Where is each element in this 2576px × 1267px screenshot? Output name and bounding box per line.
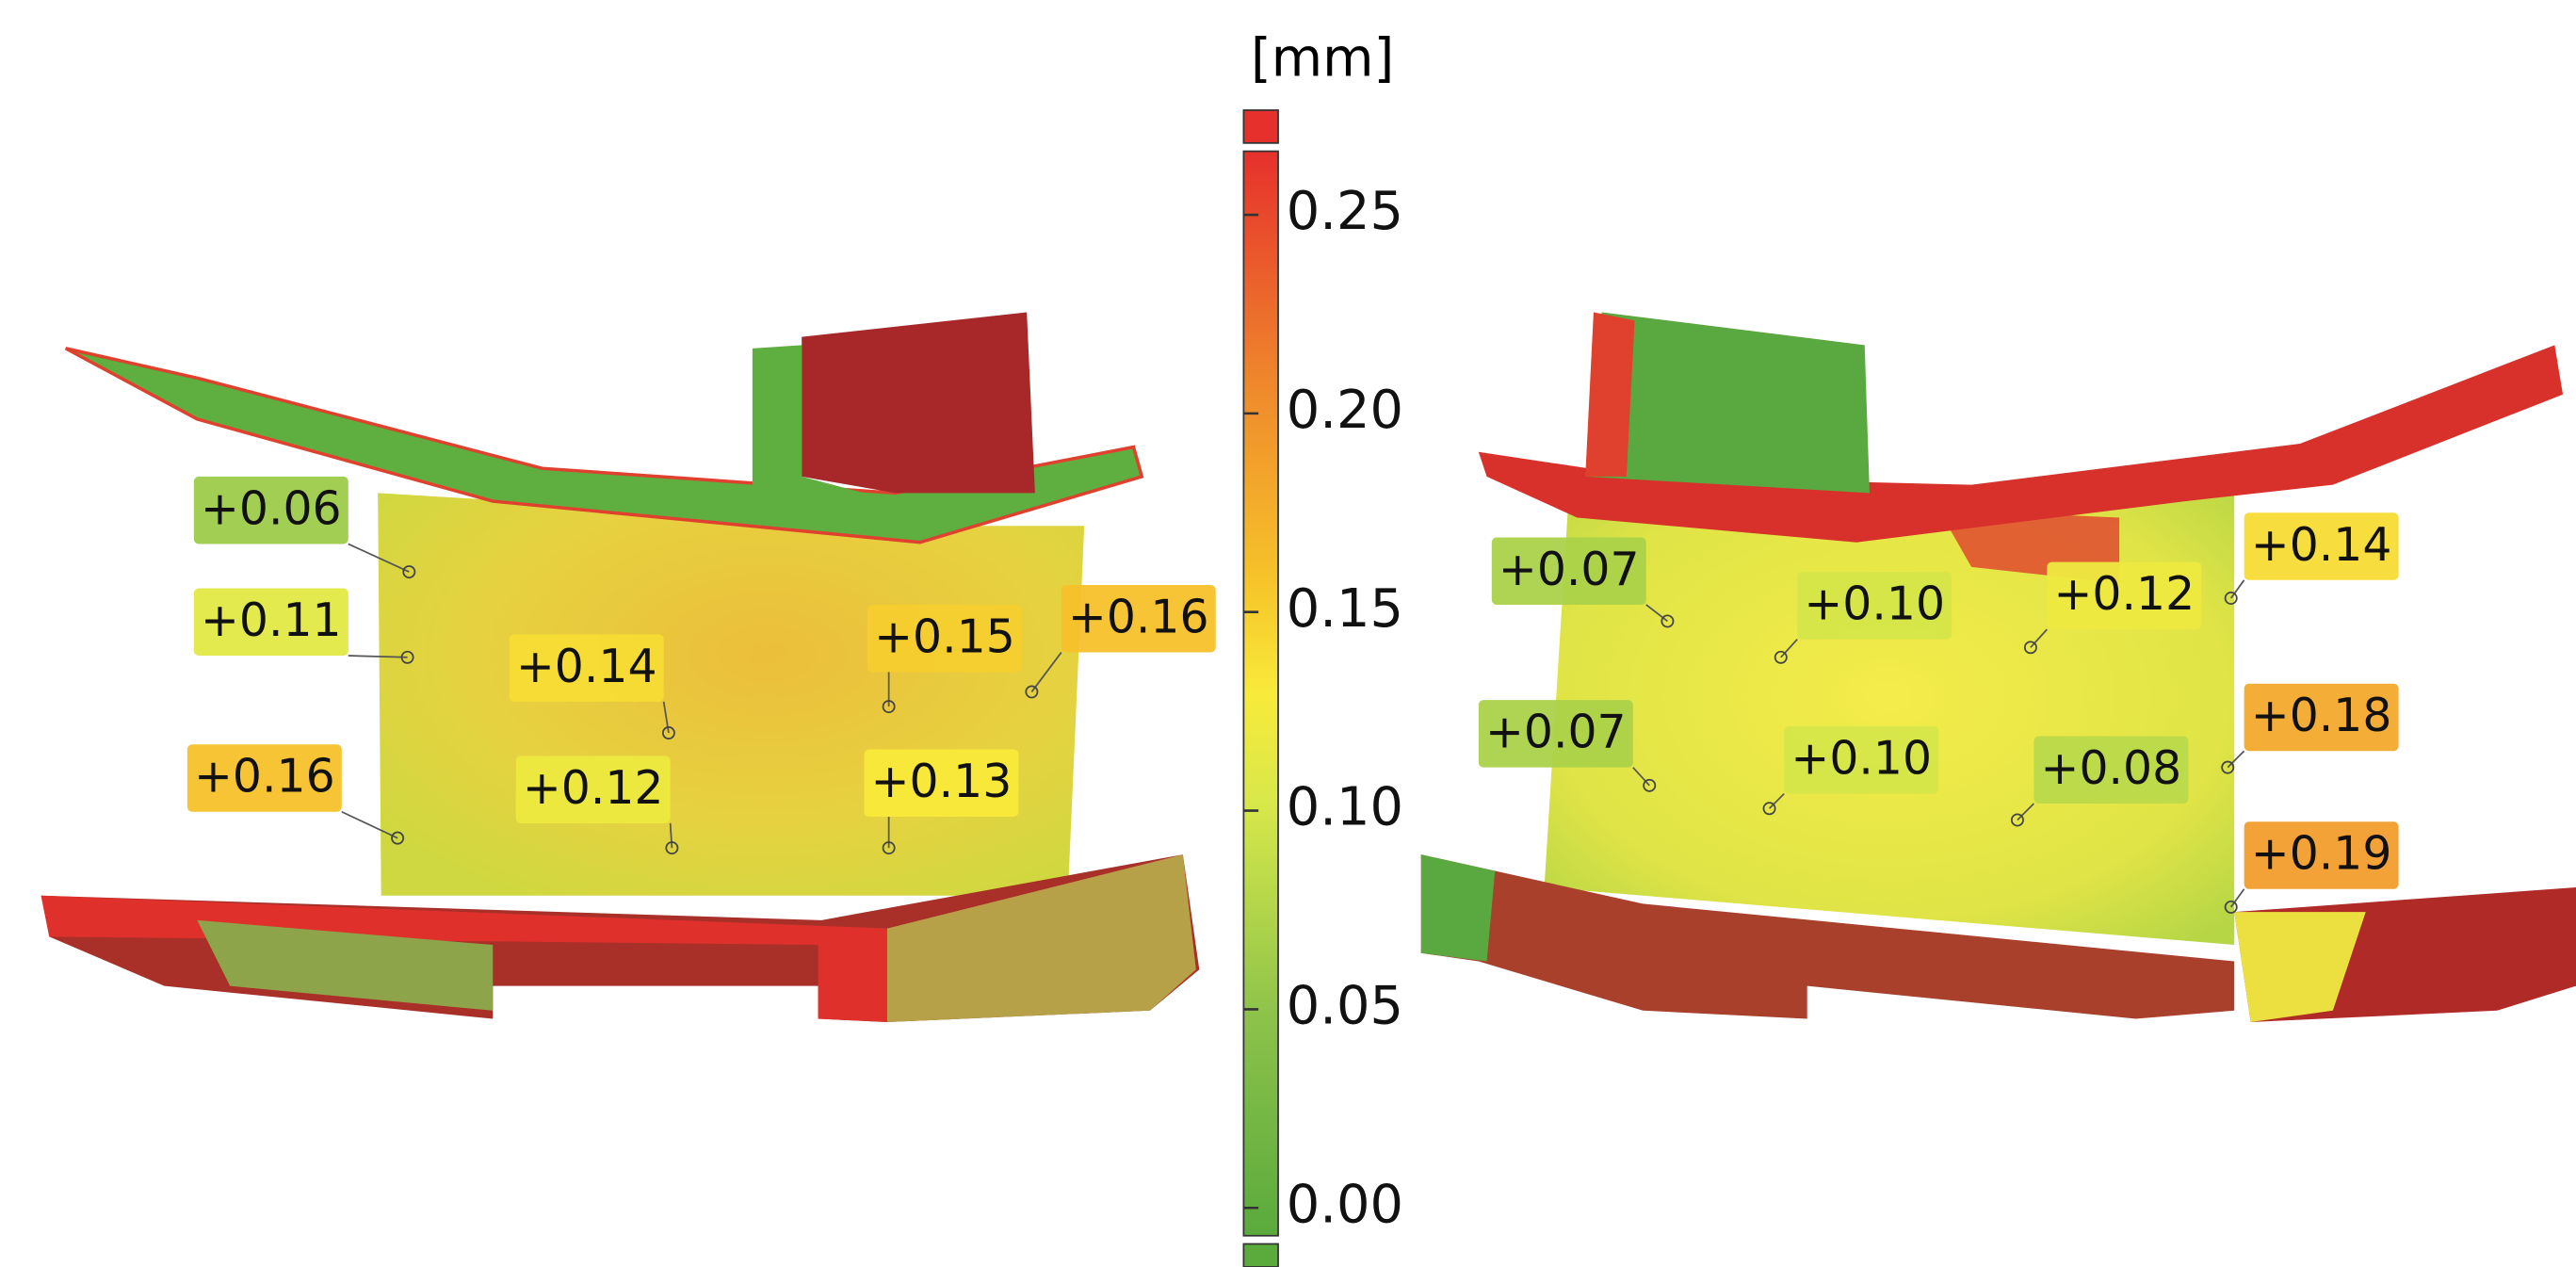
callout-label: +0.10 bbox=[1804, 577, 1945, 631]
tick-label: 0.20 bbox=[1287, 380, 1403, 441]
tick-label: 0.25 bbox=[1287, 181, 1403, 242]
callout-label: +0.16 bbox=[1068, 591, 1209, 644]
callout-label: +0.19 bbox=[2251, 827, 2392, 881]
callout-label: +0.14 bbox=[516, 640, 657, 693]
callout-label: +0.07 bbox=[1485, 706, 1627, 759]
tick-label: 0.15 bbox=[1287, 578, 1403, 640]
callout-label: +0.07 bbox=[1499, 543, 1640, 596]
callout-label: +0.12 bbox=[2054, 567, 2195, 621]
callout-label: +0.11 bbox=[201, 593, 342, 647]
unit-label: [mm] bbox=[1251, 27, 1394, 89]
callout-label: +0.18 bbox=[2251, 689, 2392, 742]
callout-label: +0.08 bbox=[2041, 741, 2182, 795]
color-bar: [mm] 0.25 0.20 0.15 0.10 0.05 0.00 bbox=[1243, 27, 1403, 1267]
callout-label: +0.12 bbox=[523, 761, 664, 815]
callout-label: +0.13 bbox=[871, 755, 1013, 808]
color-scale bbox=[1243, 152, 1278, 1236]
tick-label: 0.05 bbox=[1287, 976, 1403, 1037]
over-range-swatch bbox=[1243, 110, 1278, 143]
tick-label: 0.00 bbox=[1287, 1174, 1403, 1235]
callout-label: +0.06 bbox=[201, 481, 342, 535]
callout-label: +0.14 bbox=[2251, 518, 2392, 572]
callout-label: +0.15 bbox=[874, 609, 1015, 663]
callout-label: +0.10 bbox=[1790, 732, 1932, 786]
tick-label: 0.10 bbox=[1287, 777, 1403, 838]
callout-label: +0.16 bbox=[194, 750, 335, 804]
right-part bbox=[1421, 312, 2576, 1022]
inspection-view: [mm] 0.25 0.20 0.15 0.10 0.05 0.00 +0.06 +0.11… bbox=[0, 0, 2576, 1267]
under-range-swatch bbox=[1243, 1243, 1278, 1266]
